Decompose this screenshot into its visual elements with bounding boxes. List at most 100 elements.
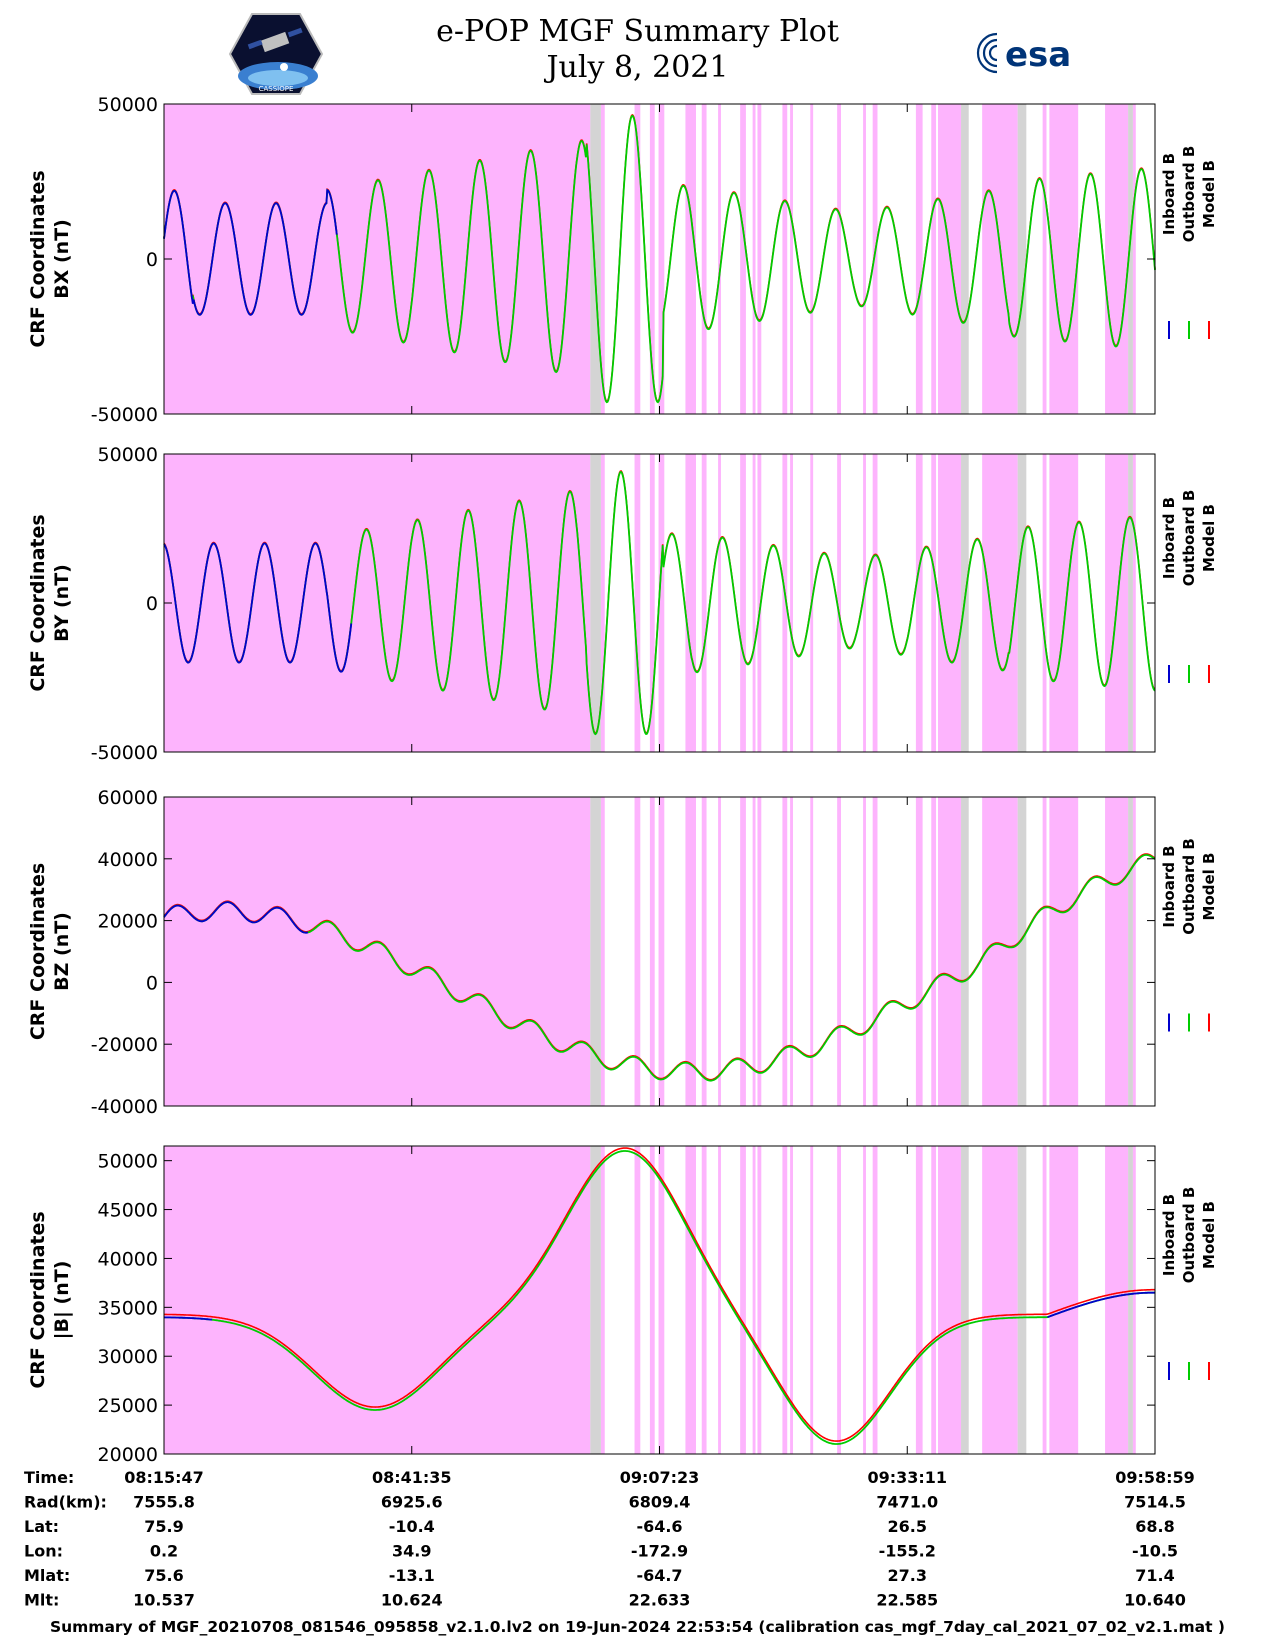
- shade-band: [872, 454, 878, 752]
- shade-band: [1132, 797, 1136, 1106]
- shade-band: [863, 1146, 866, 1454]
- table-cell: 08:41:35: [372, 1468, 452, 1487]
- y-tick-label: 60000: [98, 787, 158, 809]
- shade-band: [649, 1146, 655, 1454]
- shade-band: [782, 1146, 788, 1454]
- table-cell: 7514.5: [1124, 1493, 1186, 1512]
- table-cell: 7555.8: [133, 1493, 195, 1512]
- legend-label: Model B: [1200, 853, 1218, 921]
- table-cell: 27.3: [888, 1566, 927, 1585]
- shade-band: [658, 454, 665, 752]
- shade-band-gray: [961, 1146, 969, 1454]
- shade-band: [634, 797, 641, 1106]
- table-cell: 10.640: [1124, 1591, 1186, 1610]
- shade-band-gray: [1128, 454, 1133, 752]
- table-cell: 09:07:23: [620, 1468, 700, 1487]
- shade-band: [937, 1146, 962, 1454]
- table-cell: 34.9: [392, 1542, 431, 1561]
- shade-band: [718, 797, 721, 1106]
- table-row-label: Rad(km):: [24, 1493, 107, 1512]
- table-cell: 75.9: [144, 1517, 183, 1536]
- table-row-label: Mlat:: [24, 1566, 70, 1585]
- ephemeris-table: Time: 08:15:47 08:41:35 09:07:23 09:33:11 09:…: [24, 1468, 1195, 1610]
- y-axis-label-line-1: CRF Coordinates: [27, 1211, 49, 1388]
- shade-band: [658, 1146, 665, 1454]
- shade-band: [757, 454, 762, 752]
- y-tick-label: -50000: [91, 404, 158, 426]
- table-cell: 7471.0: [876, 1493, 938, 1512]
- shade-band: [740, 104, 746, 414]
- y-tick-label: 40000: [98, 1248, 158, 1270]
- shade-band-gray: [1017, 104, 1027, 414]
- shade-band: [872, 104, 878, 414]
- shade-band: [872, 797, 878, 1106]
- shade-band: [752, 454, 756, 752]
- shade-band: [915, 104, 923, 414]
- y-tick-label: -50000: [91, 742, 158, 764]
- shade-band-gray: [1128, 1146, 1133, 1454]
- table-cell: 22.585: [876, 1591, 938, 1610]
- esa-logo-text: esa: [1005, 35, 1071, 75]
- y-axis-label-line-2: BY (nT): [51, 564, 73, 642]
- legend-label: Inboard B: [1160, 1194, 1178, 1276]
- shade-band: [1042, 454, 1047, 752]
- shade-band: [685, 797, 696, 1106]
- shade-band: [1132, 104, 1136, 414]
- y-axis-label-line-1: CRF Coordinates: [27, 863, 49, 1040]
- shade-band: [658, 104, 665, 414]
- shade-band: [634, 1146, 641, 1454]
- inboard-b-line: [163, 901, 309, 934]
- shade-band: [649, 454, 655, 752]
- legend-label: Outboard B: [1180, 1187, 1198, 1284]
- shade-band: [740, 1146, 746, 1454]
- legend-label: Outboard B: [1180, 490, 1198, 587]
- shade-band-gray: [590, 104, 601, 414]
- table-cell: -10.4: [389, 1517, 435, 1536]
- shade-band: [634, 454, 641, 752]
- shade-band: [757, 1146, 762, 1454]
- table-cell: 71.4: [1135, 1566, 1174, 1585]
- shade-band: [701, 104, 707, 414]
- shade-band: [600, 1146, 605, 1454]
- y-tick-label: 20000: [98, 1444, 158, 1466]
- cassiope-logo-text: CASSIOPE: [259, 85, 294, 93]
- shade-band: [164, 1146, 591, 1454]
- y-axis-label-line-1: CRF Coordinates: [27, 514, 49, 691]
- shade-band: [790, 104, 793, 414]
- shade-band: [685, 1146, 696, 1454]
- shade-band: [782, 104, 788, 414]
- table-cell: -64.6: [636, 1517, 682, 1536]
- panel-4: 50000 45000 40000 35000 30000 25000 20000 CRF C…: [27, 1145, 1218, 1466]
- shade-band: [600, 454, 605, 752]
- shade-band: [837, 1146, 841, 1454]
- shade-band: [872, 1146, 878, 1454]
- shade-band: [790, 454, 793, 752]
- shade-band: [164, 104, 591, 414]
- table-cell: 6809.4: [629, 1493, 691, 1512]
- y-tick-label: 0: [146, 972, 158, 994]
- shade-band: [718, 1146, 721, 1454]
- shade-band: [937, 454, 962, 752]
- shade-band: [931, 104, 937, 414]
- inboard-b-line: [163, 188, 338, 316]
- shade-band: [915, 1146, 923, 1454]
- y-axis-label-line-1: CRF Coordinates: [27, 170, 49, 347]
- panel-1: 50000 0 -50000 CRF Coordinates BX (nT) Inboar…: [27, 94, 1218, 426]
- y-tick-label: 20000: [98, 911, 158, 933]
- shade-band: [810, 797, 814, 1106]
- legend-label: Inboard B: [1160, 845, 1178, 927]
- legend-label: Outboard B: [1180, 146, 1198, 243]
- shade-band: [782, 454, 788, 752]
- shade-band: [649, 797, 655, 1106]
- shade-band: [1049, 797, 1079, 1106]
- shade-band: [837, 454, 841, 752]
- shade-band: [701, 454, 707, 752]
- title-line-1: e-POP MGF Summary Plot: [436, 14, 839, 49]
- shade-band-gray: [1128, 797, 1133, 1106]
- inboard-b-line: [163, 1316, 213, 1321]
- shade-band: [863, 104, 866, 414]
- shade-band: [1132, 454, 1136, 752]
- shade-band: [982, 1146, 1018, 1454]
- y-axis-label-line-2: BX (nT): [51, 219, 73, 299]
- table-row-label: Lat:: [24, 1517, 59, 1536]
